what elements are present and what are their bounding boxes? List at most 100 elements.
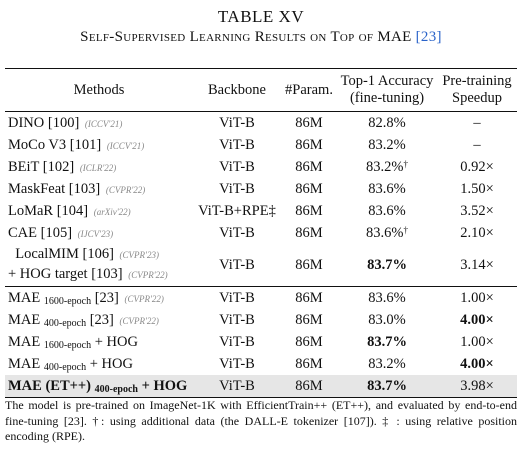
backbone-cell: ViT-B — [219, 114, 255, 131]
epoch-subscript: 1600-epoch — [43, 295, 92, 307]
header-params: #Param. — [281, 68, 337, 112]
method-name: MAE (ET++) — [8, 377, 91, 394]
method-cell: MoCo V3 [101] (ICCV'21) — [5, 134, 193, 156]
accuracy-cell: 83.7% — [367, 333, 407, 350]
accuracy-cell: 83.2% — [368, 355, 406, 372]
epoch-subscript: 400-epoch — [43, 317, 87, 329]
accuracy-cell: 83.6% — [368, 202, 406, 219]
table-row: CAE [105] (IJCV'23) ViT-B 86M 83.6%† 2.1… — [5, 222, 517, 244]
method-suffix: + HOG — [94, 333, 138, 350]
epoch-subscript: 400-epoch — [43, 361, 87, 373]
venue-label: (CVPR'22) — [105, 184, 146, 195]
speedup-cell: 4.00× — [460, 311, 494, 328]
table-row: MAE 1600-epoch + HOG ViT-B 86M 83.7% 1.0… — [5, 331, 517, 353]
method-cell: BEiT [102] (ICLR'22) — [5, 156, 193, 178]
table-title-citation[interactable]: [23] — [415, 29, 442, 45]
backbone-cell: ViT-B+RPE‡ — [198, 202, 276, 219]
params-cell: 86M — [295, 256, 323, 273]
speedup-cell: 3.98× — [437, 375, 517, 398]
dagger-mark: † — [403, 224, 408, 235]
method-suffix: + HOG — [89, 355, 133, 372]
accuracy-cell: 83.6% — [368, 180, 406, 197]
header-top1: Top-1 Accuracy (fine-tuning) — [337, 68, 437, 112]
speedup-cell: 3.52× — [460, 202, 494, 219]
venue-label: (CVPR'23) — [119, 250, 159, 260]
method-cell: MAE 1600-epoch + HOG — [5, 331, 193, 353]
table-row: BEiT [102] (ICLR'22) ViT-B 86M 83.2%† 0.… — [5, 156, 517, 178]
speedup-cell: 1.00× — [460, 333, 494, 350]
table-row: MAE 1600-epoch [23] (CVPR'22) ViT-B 86M … — [5, 286, 517, 309]
header-speedup: Pre-training Speedup — [437, 68, 517, 112]
method-name: MaskFeat [103] — [8, 180, 101, 197]
params-cell: 86M — [295, 202, 323, 219]
method-name-line2: + HOG target [103] — [8, 266, 123, 282]
table-row: MaskFeat [103] (CVPR'22) ViT-B 86M 83.6%… — [5, 178, 517, 200]
venue-label: (CVPR'22) — [119, 315, 159, 326]
accuracy-cell: 83.7% — [337, 375, 437, 398]
method-name: MAE — [8, 311, 41, 328]
method-name: BEiT [102] — [8, 158, 75, 175]
accuracy-value: 83.2% — [366, 158, 404, 175]
dagger-mark: † — [403, 158, 408, 169]
params-cell: 86M — [295, 333, 323, 350]
method-cell: MAE 400-epoch [23] (CVPR'22) — [5, 309, 193, 331]
method-cell: CAE [105] (IJCV'23) — [5, 222, 193, 244]
venue-label: (arXiv'22) — [93, 206, 131, 217]
header-row: Methods Backbone #Param. Top-1 Accuracy(… — [5, 68, 517, 112]
method-name: LocalMIM [106] — [15, 246, 114, 262]
params-cell: 86M — [281, 375, 337, 398]
params-cell: 86M — [295, 355, 323, 372]
params-cell: 86M — [295, 180, 323, 197]
venue-label-line2: (CVPR'22) — [128, 270, 168, 280]
method-suffix: [23] — [94, 289, 119, 306]
table-row: DINO [100] (ICCV'21) ViT-B 86M 82.8% – — [5, 112, 517, 135]
backbone-cell: ViT-B — [193, 375, 281, 398]
table-row-highlighted: MAE (ET++) 400-epoch + HOG ViT-B 86M 83.… — [5, 375, 517, 398]
venue-label: (ICLR'22) — [79, 162, 117, 173]
table-row: LoMaR [104] (arXiv'22) ViT-B+RPE‡ 86M 83… — [5, 200, 517, 222]
method-name: DINO [100] — [8, 114, 80, 131]
table-row: LocalMIM [106] (CVPR'23) + HOG target [1… — [5, 244, 517, 287]
epoch-subscript: 1600-epoch — [43, 339, 92, 351]
header-speedup-line1: Pre-training — [442, 73, 512, 89]
accuracy-cell: 83.6%† — [337, 222, 437, 244]
method-name: CAE [105] — [8, 224, 73, 241]
params-cell: 86M — [295, 158, 323, 175]
header-top1-line1: Top-1 Accuracy — [340, 73, 434, 89]
header-methods: Methods — [5, 68, 193, 112]
speedup-cell: 0.92× — [460, 158, 494, 175]
speedup-cell: 1.50× — [460, 180, 494, 197]
method-cell: MaskFeat [103] (CVPR'22) — [5, 178, 193, 200]
method-name: MAE — [8, 333, 41, 350]
params-cell: 86M — [281, 286, 337, 309]
speedup-cell: 4.00× — [460, 355, 494, 372]
header-speedup-line2: Speedup — [452, 90, 502, 106]
method-cell: LoMaR [104] (arXiv'22) — [5, 200, 193, 222]
table-row: MoCo V3 [101] (ICCV'21) ViT-B 86M 83.2% … — [5, 134, 517, 156]
method-suffix: + HOG — [141, 377, 188, 394]
table-row: MAE 400-epoch [23] (CVPR'22) ViT-B 86M 8… — [5, 309, 517, 331]
backbone-cell: ViT-B — [219, 311, 255, 328]
header-backbone: Backbone — [193, 68, 281, 112]
method-name: MAE — [8, 355, 41, 372]
accuracy-cell: 83.2%† — [337, 156, 437, 178]
speedup-cell: 2.10× — [460, 224, 494, 241]
backbone-cell: ViT-B — [193, 286, 281, 309]
method-name: MoCo V3 [101] — [8, 136, 102, 153]
table-title: Self-Supervised Learning Results on Top … — [0, 29, 522, 46]
table-title-text: Self-Supervised Learning Results on Top … — [80, 29, 412, 45]
accuracy-cell: 83.6% — [337, 286, 437, 309]
method-cell: DINO [100] (ICCV'21) — [5, 112, 193, 135]
backbone-cell: ViT-B — [219, 158, 255, 175]
backbone-cell: ViT-B — [219, 333, 255, 350]
venue-label: (ICCV'21) — [84, 118, 123, 129]
accuracy-cell: 82.8% — [368, 114, 406, 131]
accuracy-cell: 83.7% — [367, 256, 407, 273]
epoch-subscript: 400-epoch — [94, 383, 138, 395]
speedup-cell: 3.14× — [460, 256, 494, 273]
venue-label: (CVPR'22) — [124, 293, 164, 304]
method-cell: MAE 400-epoch + HOG — [5, 353, 193, 375]
backbone-cell: ViT-B — [219, 136, 255, 153]
speedup-cell: 1.00× — [437, 286, 517, 309]
